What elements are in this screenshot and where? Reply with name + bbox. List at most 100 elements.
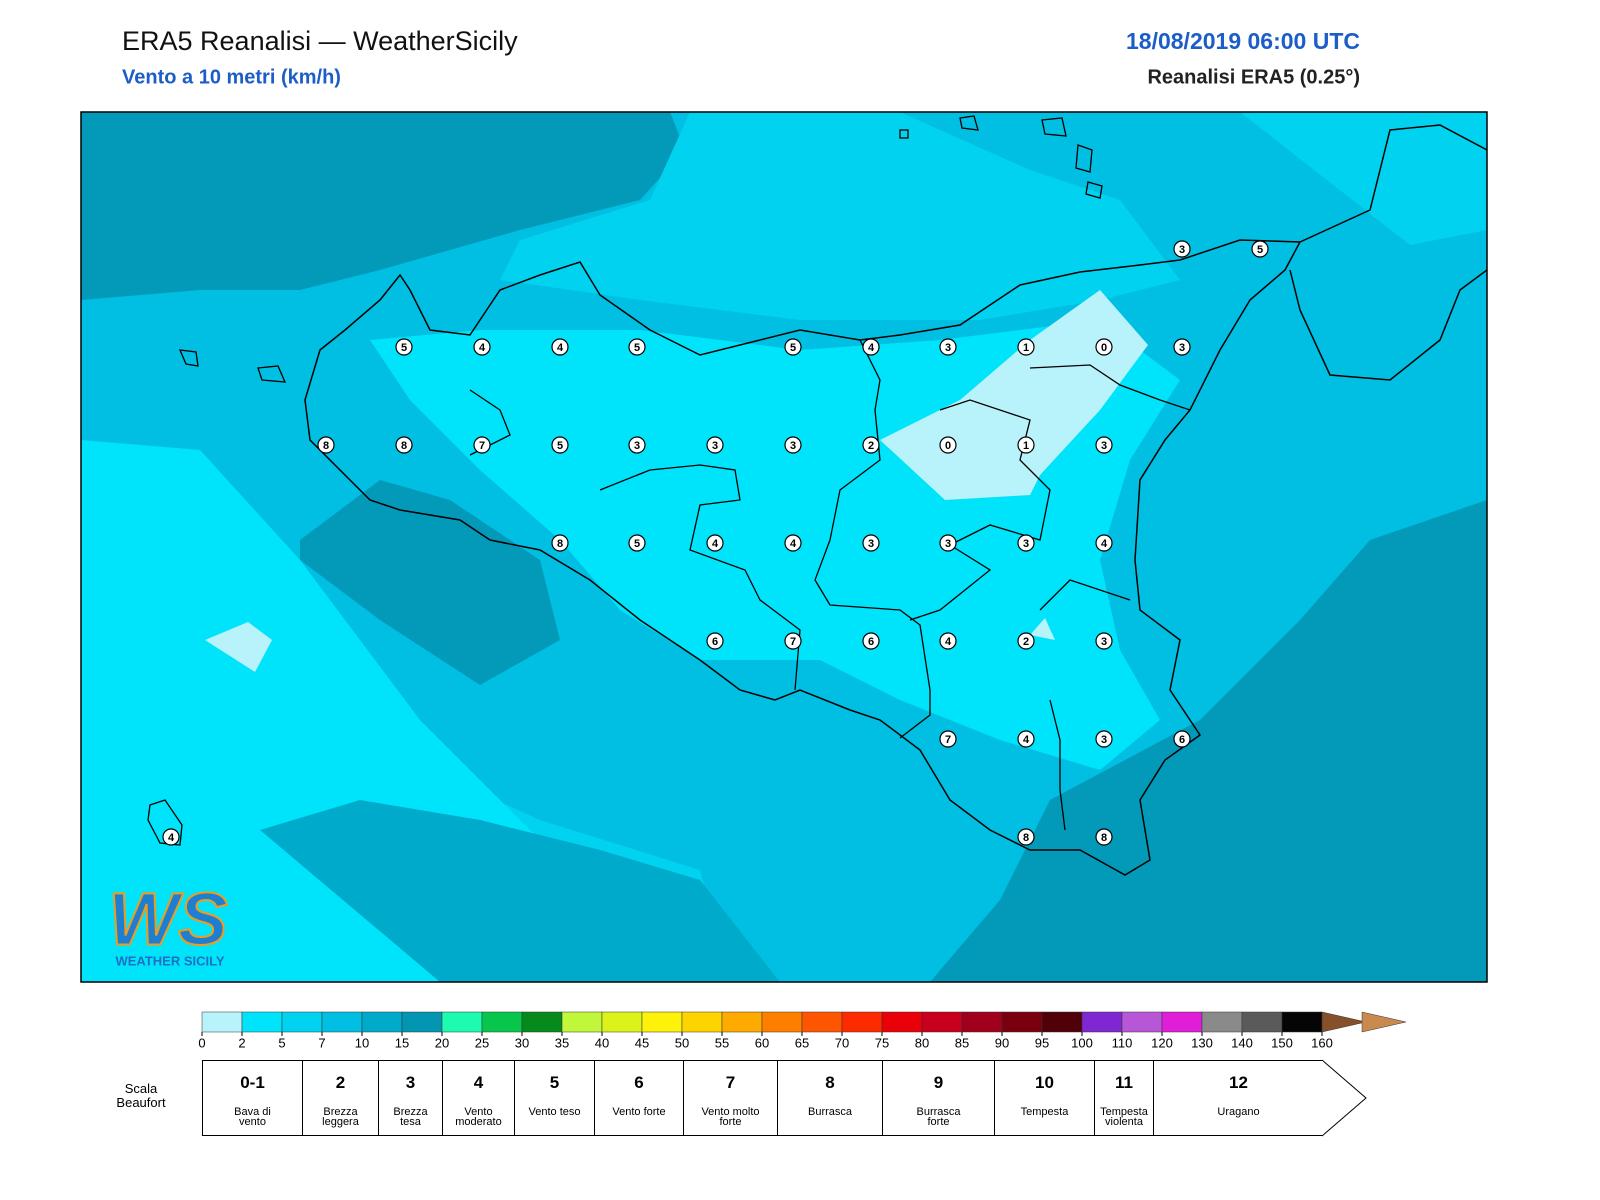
beaufort-name: Burrasca forte	[916, 1106, 961, 1128]
station-value: 3	[1101, 734, 1107, 746]
station-marker	[628, 436, 646, 454]
color-segment	[1081, 1011, 1123, 1033]
station-marker	[1095, 632, 1113, 650]
beaufort-name: Brezza tesa	[393, 1106, 428, 1128]
color-arrow	[1321, 1011, 1367, 1033]
station-value: 5	[1257, 244, 1263, 256]
tick-label: 80	[915, 1035, 929, 1050]
color-segment	[321, 1011, 363, 1033]
field	[930, 500, 1487, 982]
station-marker	[473, 436, 491, 454]
beaufort-name: Tempesta	[1020, 1106, 1069, 1118]
station-value: 4	[479, 342, 486, 354]
station-marker	[1017, 534, 1035, 552]
color-segment	[921, 1011, 963, 1033]
station-marker	[706, 436, 724, 454]
station-marker	[1095, 730, 1113, 748]
station-marker	[939, 436, 957, 454]
station-value: 4	[1023, 734, 1030, 746]
color-segment	[1041, 1011, 1083, 1033]
tick-label: 130	[1191, 1035, 1213, 1050]
field	[205, 622, 272, 672]
tick-label: 85	[955, 1035, 969, 1050]
stations: 5 4 4 5 5 4 3 1 0 3 3 5 8 8 7 5 3 3 3 2 0 1 3 8 5 4 4 3 3 3 4 6 7 6 4 2 3 7 4 3…	[162, 240, 1269, 846]
tick-label: 45	[635, 1035, 649, 1050]
tick-label: 10	[355, 1035, 369, 1050]
beaufort-label-line: Scala	[125, 1081, 158, 1096]
beaufort-level: 2 Brezza leggera	[302, 1060, 378, 1136]
field	[500, 112, 1180, 320]
beaufort-force: 4	[473, 1073, 484, 1092]
station-value: 3	[945, 342, 951, 354]
island	[147, 115, 1103, 846]
station-marker	[551, 534, 569, 552]
tick-label: 7	[318, 1035, 325, 1050]
beaufort-level: 6 Vento forte	[594, 1060, 683, 1136]
station-marker	[784, 436, 802, 454]
station-marker	[473, 338, 491, 356]
beaufort-name: Vento molto forte	[701, 1106, 760, 1128]
station-marker	[395, 436, 413, 454]
color-segment	[481, 1011, 523, 1033]
station-value: 6	[712, 636, 718, 648]
beaufort-level: 11 Tempesta violenta	[1094, 1060, 1153, 1136]
color-arrow	[1361, 1011, 1407, 1033]
station-value: 3	[1101, 636, 1107, 648]
title: ERA5 Reanalisi — WeatherSicily	[122, 26, 518, 56]
beaufort-level: 9 Burrasca forte	[882, 1060, 994, 1136]
station-value: 2	[868, 440, 874, 452]
station-marker	[939, 534, 957, 552]
station-marker	[1173, 240, 1191, 258]
beaufort-name: Tempesta violenta	[1100, 1106, 1148, 1128]
station-value: 5	[634, 342, 640, 354]
tick-label: 2	[238, 1035, 245, 1050]
station-marker	[1017, 730, 1035, 748]
station-marker	[551, 436, 569, 454]
logo-mark: WS	[108, 878, 227, 961]
station-value: 3	[1101, 440, 1107, 452]
beaufort-name: Burrasca	[807, 1106, 853, 1118]
beaufort-level: 3 Brezza tesa	[378, 1060, 442, 1136]
source: Reanalisi ERA5 (0.25°)	[1147, 66, 1360, 88]
tick-label: 25	[475, 1035, 489, 1050]
color-segment	[401, 1011, 443, 1033]
beaufort-force: 10	[1035, 1073, 1054, 1092]
beaufort-name: Bava di vento	[234, 1106, 271, 1128]
field	[1030, 618, 1055, 640]
station-marker	[1017, 436, 1035, 454]
station-value: 3	[790, 440, 796, 452]
tick-label: 95	[1035, 1035, 1049, 1050]
color-segment	[201, 1011, 243, 1033]
station-marker	[939, 338, 957, 356]
tick-label: 75	[875, 1035, 889, 1050]
field	[300, 480, 560, 685]
station-value: 8	[557, 538, 563, 550]
station-marker	[317, 436, 335, 454]
coastline	[304, 239, 1302, 876]
beaufort-force: 7	[725, 1073, 736, 1092]
tick-label: 40	[595, 1035, 609, 1050]
beaufort-label-line: Beaufort	[116, 1095, 166, 1110]
station-value: 6	[868, 636, 874, 648]
beaufort-name: Uragano	[1217, 1106, 1260, 1118]
station-marker	[1173, 730, 1191, 748]
color-segment	[961, 1011, 1003, 1033]
beaufort-force: 6	[634, 1073, 644, 1092]
tick-label: 35	[555, 1035, 569, 1050]
beaufort-level: 8 Burrasca	[777, 1060, 882, 1136]
beaufort-level: 4 Vento moderato	[442, 1060, 514, 1136]
beaufort-force: 5	[549, 1073, 560, 1092]
station-marker	[1095, 534, 1113, 552]
color-segment	[801, 1011, 843, 1033]
color-segment	[561, 1011, 603, 1033]
station-marker	[1173, 338, 1191, 356]
station-marker	[862, 338, 880, 356]
tick-label: 70	[835, 1035, 849, 1050]
tick-label: 100	[1071, 1035, 1093, 1050]
tick-label: 30	[515, 1035, 529, 1050]
tick-label: 0	[198, 1035, 205, 1050]
color-segment	[281, 1011, 323, 1033]
map: 5 4 4 5 5 4 3 1 0 3 3 5 8 8 7 5 3 3 3 2 0 1 3 8 5 4 4 3 3 3 4 6 7 6 4 2 3 7 4 3…	[81, 112, 1487, 982]
